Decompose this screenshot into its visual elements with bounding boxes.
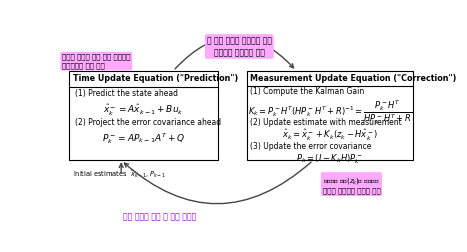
Text: Measurement Update Equation ("Correction"): Measurement Update Equation ("Correction…: [250, 74, 457, 83]
Text: $\hat{x}^-_k = A\hat{x}_{k-1} + Bu_k$: $\hat{x}^-_k = A\hat{x}_{k-1} + Bu_k$: [103, 103, 184, 118]
Text: (2) Project the error covariance ahead: (2) Project the error covariance ahead: [75, 117, 221, 127]
FancyArrowPatch shape: [124, 162, 311, 204]
Text: 시스템 모델을 통한 예측 과정에는
엠샬인식이 필요 없음: 시스템 모델을 통한 예측 과정에는 엠샬인식이 필요 없음: [62, 53, 130, 69]
FancyArrowPatch shape: [175, 37, 294, 69]
FancyBboxPatch shape: [247, 71, 413, 160]
Text: $P_k = (I - K_k H)P^-_k$: $P_k = (I - K_k H)P^-_k$: [297, 152, 363, 166]
Text: $\hat{x}_k = \hat{x}^-_k + K_k(z_k - H\hat{x}^-_k)$: $\hat{x}_k = \hat{x}^-_k + K_k(z_k - H\h…: [282, 128, 378, 143]
Text: (2) Update estimate with measurement: (2) Update estimate with measurement: [250, 117, 402, 127]
Text: Time Update Equation ("Prediction"): Time Update Equation ("Prediction"): [73, 74, 238, 83]
Text: (3) Update the error covariance: (3) Update the error covariance: [250, 142, 372, 151]
Text: 현 단계 위치의 대략적인 추정
엠샬에서 탐색범위 축소: 현 단계 위치의 대략적인 추정 엠샬에서 탐색범위 축소: [207, 36, 272, 57]
Text: Initial estimates  $\hat{x}_{k-1}, P_{k-1}$: Initial estimates $\hat{x}_{k-1}, P_{k-1…: [73, 168, 166, 179]
Text: (1) Compute the Kalman Gain: (1) Compute the Kalman Gain: [250, 87, 364, 97]
Text: 엠샬인식 결과($z_k$)를 반영하여
시스템 모델링의 예측을 수정: 엠샬인식 결과($z_k$)를 반영하여 시스템 모델링의 예측을 수정: [323, 176, 380, 194]
Text: 이전 단계의 좌표 및 속도 데이터: 이전 단계의 좌표 및 속도 데이터: [123, 213, 196, 222]
Text: (1) Predict the state ahead: (1) Predict the state ahead: [75, 89, 177, 99]
FancyBboxPatch shape: [69, 71, 218, 160]
Text: $K_k = P^-_k H^T(HP^-_k H^T + R)^{-1} = \dfrac{P^-_k H^T}{HP^-_k H^T + R}$: $K_k = P^-_k H^T(HP^-_k H^T + R)^{-1} = …: [248, 98, 412, 127]
Text: $P^-_k = AP_{k-1}A^T + Q$: $P^-_k = AP_{k-1}A^T + Q$: [102, 131, 185, 146]
FancyArrowPatch shape: [119, 164, 123, 173]
